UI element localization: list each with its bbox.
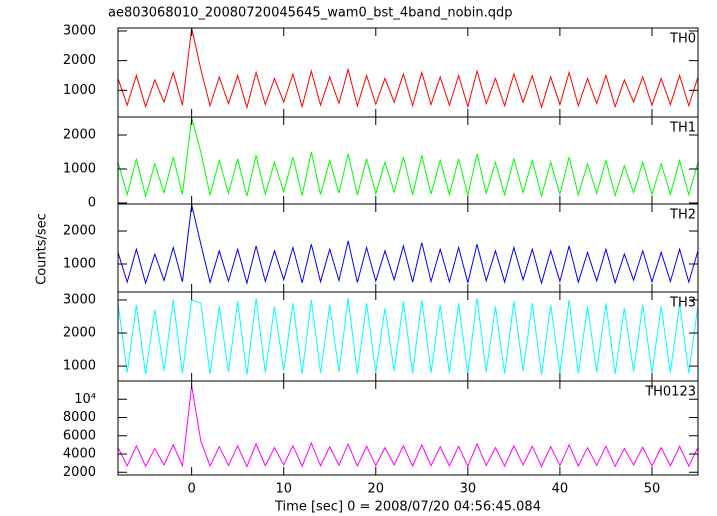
y-tick-label: 0 — [88, 195, 96, 210]
data-line — [117, 117, 699, 199]
y-tick-label: 2000 — [63, 465, 96, 480]
x-tick-label: 40 — [552, 482, 569, 497]
y-tick-label: 6000 — [63, 428, 96, 443]
data-line — [117, 27, 699, 110]
y-tick-label: 3000 — [63, 292, 96, 307]
x-tick-label: 10 — [275, 482, 292, 497]
plot-frame — [117, 203, 699, 293]
y-tick-label: 1000 — [63, 359, 96, 374]
y-tick-label: 2000 — [63, 326, 96, 341]
x-tick-label: 30 — [460, 482, 477, 497]
series-label: TH3 — [669, 296, 696, 311]
x-tick-label: 20 — [368, 482, 385, 497]
y-tick-label: 1000 — [63, 161, 96, 176]
series-label: TH2 — [669, 208, 696, 223]
y-axis-label: Counts/sec — [35, 213, 50, 285]
plot-frame — [117, 380, 699, 476]
chart-title: ae803068010_20080720045645_wam0_bst_4ban… — [108, 6, 513, 21]
y-tick-label: 4000 — [63, 447, 96, 462]
data-line — [117, 204, 699, 286]
y-tick-label: 10⁴ — [74, 392, 96, 407]
y-tick-label: 1000 — [63, 256, 96, 271]
plot-frame — [117, 116, 699, 205]
y-tick-label: 8000 — [63, 410, 96, 425]
x-tick-label: 50 — [644, 482, 661, 497]
data-line — [117, 298, 699, 375]
y-tick-label: 2000 — [63, 53, 96, 68]
series-label: TH0 — [669, 32, 696, 47]
plot-frame — [117, 27, 699, 118]
y-tick-label: 2000 — [63, 128, 96, 143]
x-axis-label: Time [sec] 0 = 2008/07/20 04:56:45.084 — [274, 500, 541, 515]
x-tick-label: 0 — [188, 482, 196, 497]
data-line — [117, 385, 699, 468]
y-tick-label: 1000 — [63, 83, 96, 98]
y-tick-label: 2000 — [63, 224, 96, 239]
series-label: TH0123 — [644, 385, 696, 400]
series-label: TH1 — [669, 121, 696, 136]
y-tick-label: 3000 — [63, 23, 96, 38]
